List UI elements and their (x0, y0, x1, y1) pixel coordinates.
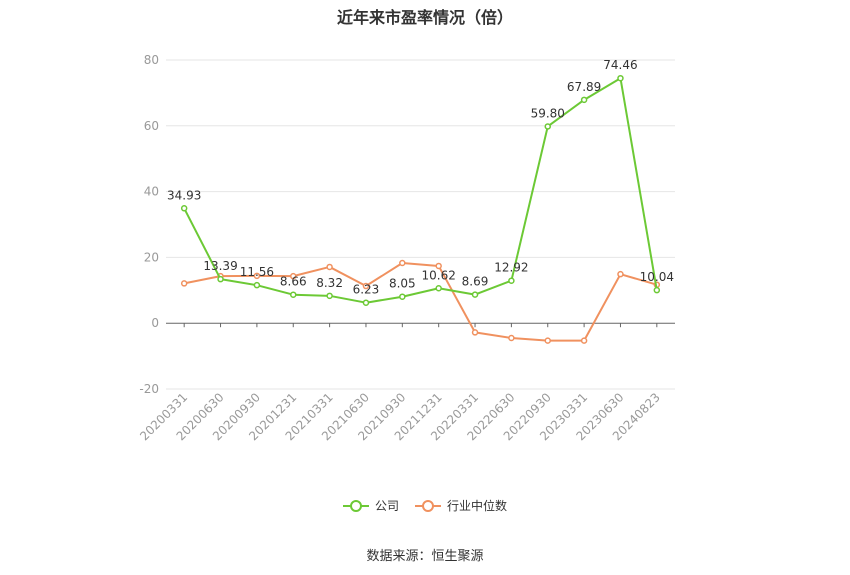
axis-layer: -200204060802020033120200630202009302020… (137, 53, 675, 443)
data-point-industry-median (617, 270, 624, 278)
data-source: 数据来源：恒生聚源 (366, 549, 484, 564)
data-point-industry-median (326, 263, 333, 271)
data-label: 10.62 (421, 268, 455, 282)
data-point-industry-median (399, 259, 406, 267)
legend-label-industry-median: 行业中位数 (447, 499, 508, 513)
data-label: 8.66 (280, 275, 307, 289)
data-point-industry-median (290, 272, 297, 280)
grid-layer (166, 59, 675, 390)
data-point-industry-median (180, 280, 188, 287)
data-label: 8.32 (316, 276, 343, 290)
data-point-industry-median (253, 272, 261, 280)
y-tick-label: 20 (144, 250, 159, 264)
y-tick-label: -20 (139, 382, 159, 396)
data-point-industry-median (580, 337, 588, 344)
series-layer (180, 74, 661, 344)
data-point-company (508, 277, 515, 284)
data-point-company (435, 285, 442, 292)
data-label: 11.56 (240, 265, 274, 279)
data-point-company (653, 286, 661, 294)
legend-label-company: 公司 (374, 499, 399, 513)
data-point-company (326, 292, 333, 300)
data-point-company (180, 205, 188, 212)
legend-swatch-industry-median (415, 499, 441, 513)
data-label: 13.39 (203, 259, 237, 273)
data-label: 12.92 (494, 261, 528, 275)
data-label: 8.05 (389, 277, 416, 291)
legend-item-company[interactable]: 公司 (342, 497, 399, 514)
data-label: 10.04 (640, 270, 674, 284)
data-label: 59.80 (531, 106, 565, 120)
data-point-company (580, 96, 588, 104)
data-point-company (362, 299, 370, 306)
data-point-industry-median (471, 329, 479, 336)
y-tick-label: 60 (144, 119, 159, 133)
data-point-company (471, 291, 479, 298)
data-point-industry-median (362, 282, 370, 290)
series-line-industry-median (183, 261, 658, 342)
data-label: 74.46 (603, 58, 637, 72)
data-point-industry-median (508, 334, 515, 342)
data-point-company (253, 281, 261, 289)
y-tick-label: 40 (144, 185, 159, 199)
data-point-company (399, 293, 406, 300)
data-point-company (544, 123, 551, 130)
data-label: 67.89 (567, 80, 601, 94)
series-line-company (183, 77, 658, 304)
data-label: 34.93 (167, 188, 201, 202)
y-tick-label: 0 (151, 316, 159, 330)
label-layer: 34.93 13.39 11.56 8.66 8.32 6.23 8.05 10.62 8.69… (167, 58, 674, 296)
data-point-company (617, 74, 624, 82)
data-label: 8.69 (462, 275, 489, 289)
data-point-industry-median (544, 337, 551, 344)
data-point-company (290, 291, 297, 298)
data-label: 6.23 (353, 283, 380, 297)
legend-swatch-company (342, 499, 369, 513)
y-tick-label: 80 (144, 53, 159, 67)
data-point-industry-median (435, 262, 442, 270)
legend: 公司 行业中位数 (0, 497, 850, 514)
legend-item-industry-median[interactable]: 行业中位数 (415, 497, 507, 514)
chart-title: 近年来市盈率情况（倍） (336, 8, 513, 27)
data-point-company (217, 275, 224, 283)
